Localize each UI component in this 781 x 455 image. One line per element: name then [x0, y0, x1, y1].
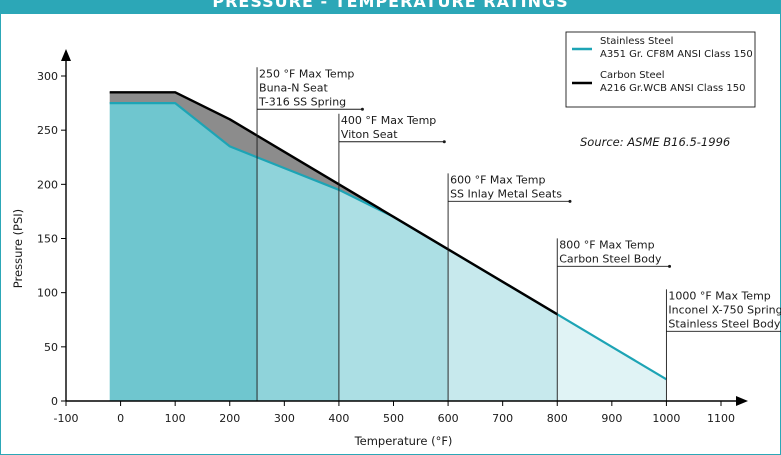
legend-sub: A216 Gr.WCB ANSI Class 150 [600, 83, 746, 94]
band-1 [257, 157, 339, 401]
annotation-text: Carbon Steel Body [559, 252, 662, 265]
y-tick-label: 100 [37, 287, 58, 300]
band-0 [109, 103, 257, 401]
band-2 [338, 189, 449, 401]
annotation-leader-dot [668, 264, 672, 268]
x-axis-title: Temperature (°F) [354, 434, 453, 448]
y-tick-label: 200 [37, 178, 58, 191]
x-tick-label: 1000 [652, 412, 680, 425]
annotation-text: Stainless Steel Body [668, 317, 780, 330]
x-tick-label: 700 [492, 412, 513, 425]
temperature-bands [109, 103, 667, 401]
annotation-text: Buna-N Seat [259, 81, 328, 94]
title-bar: PRESSURE - TEMPERATURE RATINGS [0, 0, 781, 14]
annotation-text: Viton Seat [341, 128, 398, 141]
x-tick-label: 0 [117, 412, 124, 425]
annotation-text: 400 °F Max Temp [341, 114, 436, 127]
axes: -100 0 100 200 300 400 500 600 700 800 900 1000 1100… [11, 49, 748, 448]
legend-sub: A351 Gr. CF8M ANSI Class 150 [600, 49, 753, 60]
annotation-text: 250 °F Max Temp [259, 67, 354, 80]
legend: Stainless Steel A351 Gr. CF8M ANSI Class … [565, 31, 756, 108]
annotation-text: 1000 °F Max Temp [668, 289, 770, 302]
annotation-text: 600 °F Max Temp [450, 173, 545, 186]
x-tick-label: 800 [547, 412, 568, 425]
y-tick-label: 0 [51, 395, 58, 408]
annotation-leader-dot [442, 140, 446, 144]
x-tick-label: 1100 [707, 412, 735, 425]
x-tick-label: 300 [274, 412, 295, 425]
y-tick-label: 250 [37, 124, 58, 137]
y-tick-label: 300 [37, 70, 58, 83]
annotation-text: SS Inlay Metal Seats [450, 187, 562, 200]
legend-box [565, 31, 756, 108]
x-tick-label: 900 [601, 412, 622, 425]
legend-name: Carbon Steel [600, 70, 665, 81]
x-tick-label: -100 [54, 412, 79, 425]
annotation-text: T-316 SS Spring [258, 95, 346, 108]
x-tick-label: 200 [219, 412, 240, 425]
y-axis-title: Pressure (PSI) [11, 209, 25, 288]
source-note: Source: ASME B16.5-1996 [580, 135, 730, 149]
annotation-leader-dot [568, 199, 572, 203]
x-tick-label: 100 [165, 412, 186, 425]
x-tick-label: 600 [438, 412, 459, 425]
band-3 [448, 249, 558, 401]
y-axis-arrow [61, 49, 71, 61]
band-4 [557, 314, 667, 401]
annotation-leader-dot [360, 107, 364, 111]
x-axis-arrow [736, 396, 748, 406]
x-tick-label: 400 [328, 412, 349, 425]
x-tick-label: 500 [383, 412, 404, 425]
annotation-text: 800 °F Max Temp [559, 238, 654, 251]
y-tick-label: 150 [37, 233, 58, 246]
annotation-text: Inconel X-750 Spring [668, 303, 781, 316]
y-tick-label: 50 [44, 341, 58, 354]
page-title: PRESSURE - TEMPERATURE RATINGS [212, 0, 569, 11]
legend-name: Stainless Steel [600, 36, 673, 47]
